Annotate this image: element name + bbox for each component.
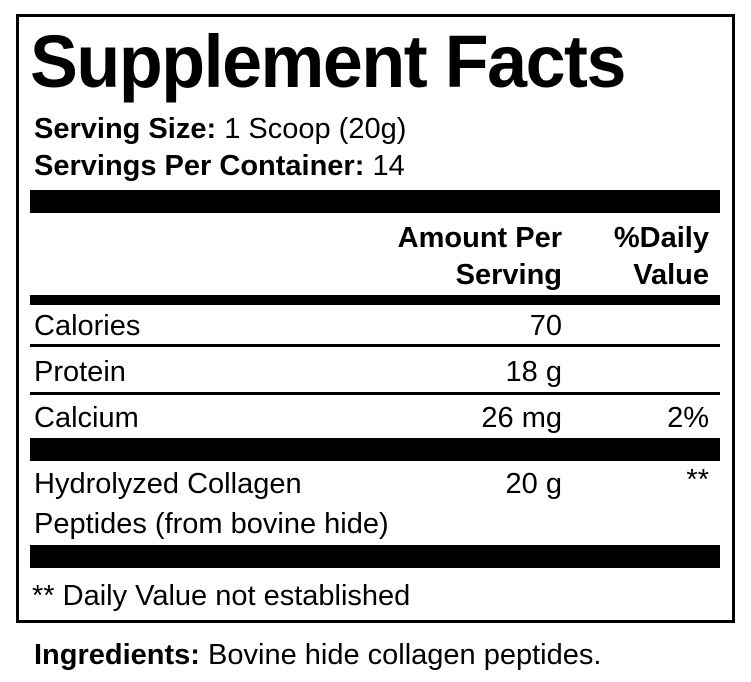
- dv-header-line2: Value: [633, 259, 709, 291]
- row-collagen-amount: 20 g: [505, 468, 562, 500]
- row-calories-name: Calories: [34, 310, 141, 342]
- row-collagen-name-line1: Hydrolyzed Collagen: [34, 468, 302, 500]
- row-collagen-name-line2: Peptides (from bovine hide): [34, 508, 389, 540]
- ingredients-value: Bovine hide collagen peptides.: [208, 639, 602, 671]
- row-collagen-dv: **: [686, 464, 709, 496]
- row-protein-name: Protein: [34, 356, 126, 388]
- row-calcium-amount: 26 mg: [481, 402, 562, 434]
- amount-header-line1: Amount Per: [397, 222, 562, 254]
- panel-title: Supplement Facts: [30, 20, 626, 103]
- dv-header-line1: %Daily: [613, 222, 709, 254]
- thick-divider: [30, 190, 720, 213]
- amount-header-line2: Serving: [455, 259, 562, 291]
- row-calcium-name: Calcium: [34, 402, 139, 434]
- servings-per-container-value: 14: [372, 150, 405, 182]
- row-calcium-dv: 2%: [667, 402, 709, 434]
- row-protein-amount: 18 g: [505, 356, 562, 388]
- footnote: ** Daily Value not established: [32, 580, 411, 612]
- serving-size-value: 1 Scoop (20g): [224, 113, 407, 145]
- servings-per-container: Servings Per Container: 14: [34, 152, 405, 181]
- thin-divider: [30, 344, 720, 347]
- serving-size: Serving Size: 1 Scoop (20g): [34, 115, 406, 144]
- thin-divider: [30, 392, 720, 395]
- thick-divider: [30, 438, 720, 461]
- thick-divider: [30, 545, 720, 568]
- ingredients: Ingredients: Bovine hide collagen peptid…: [34, 641, 601, 670]
- servings-per-container-label: Servings Per Container:: [34, 150, 365, 182]
- supplement-facts-panel: [16, 14, 735, 623]
- medium-divider: [30, 295, 720, 305]
- row-calories-amount: 70: [529, 310, 562, 342]
- serving-size-label: Serving Size:: [34, 113, 217, 145]
- ingredients-label: Ingredients:: [34, 639, 200, 671]
